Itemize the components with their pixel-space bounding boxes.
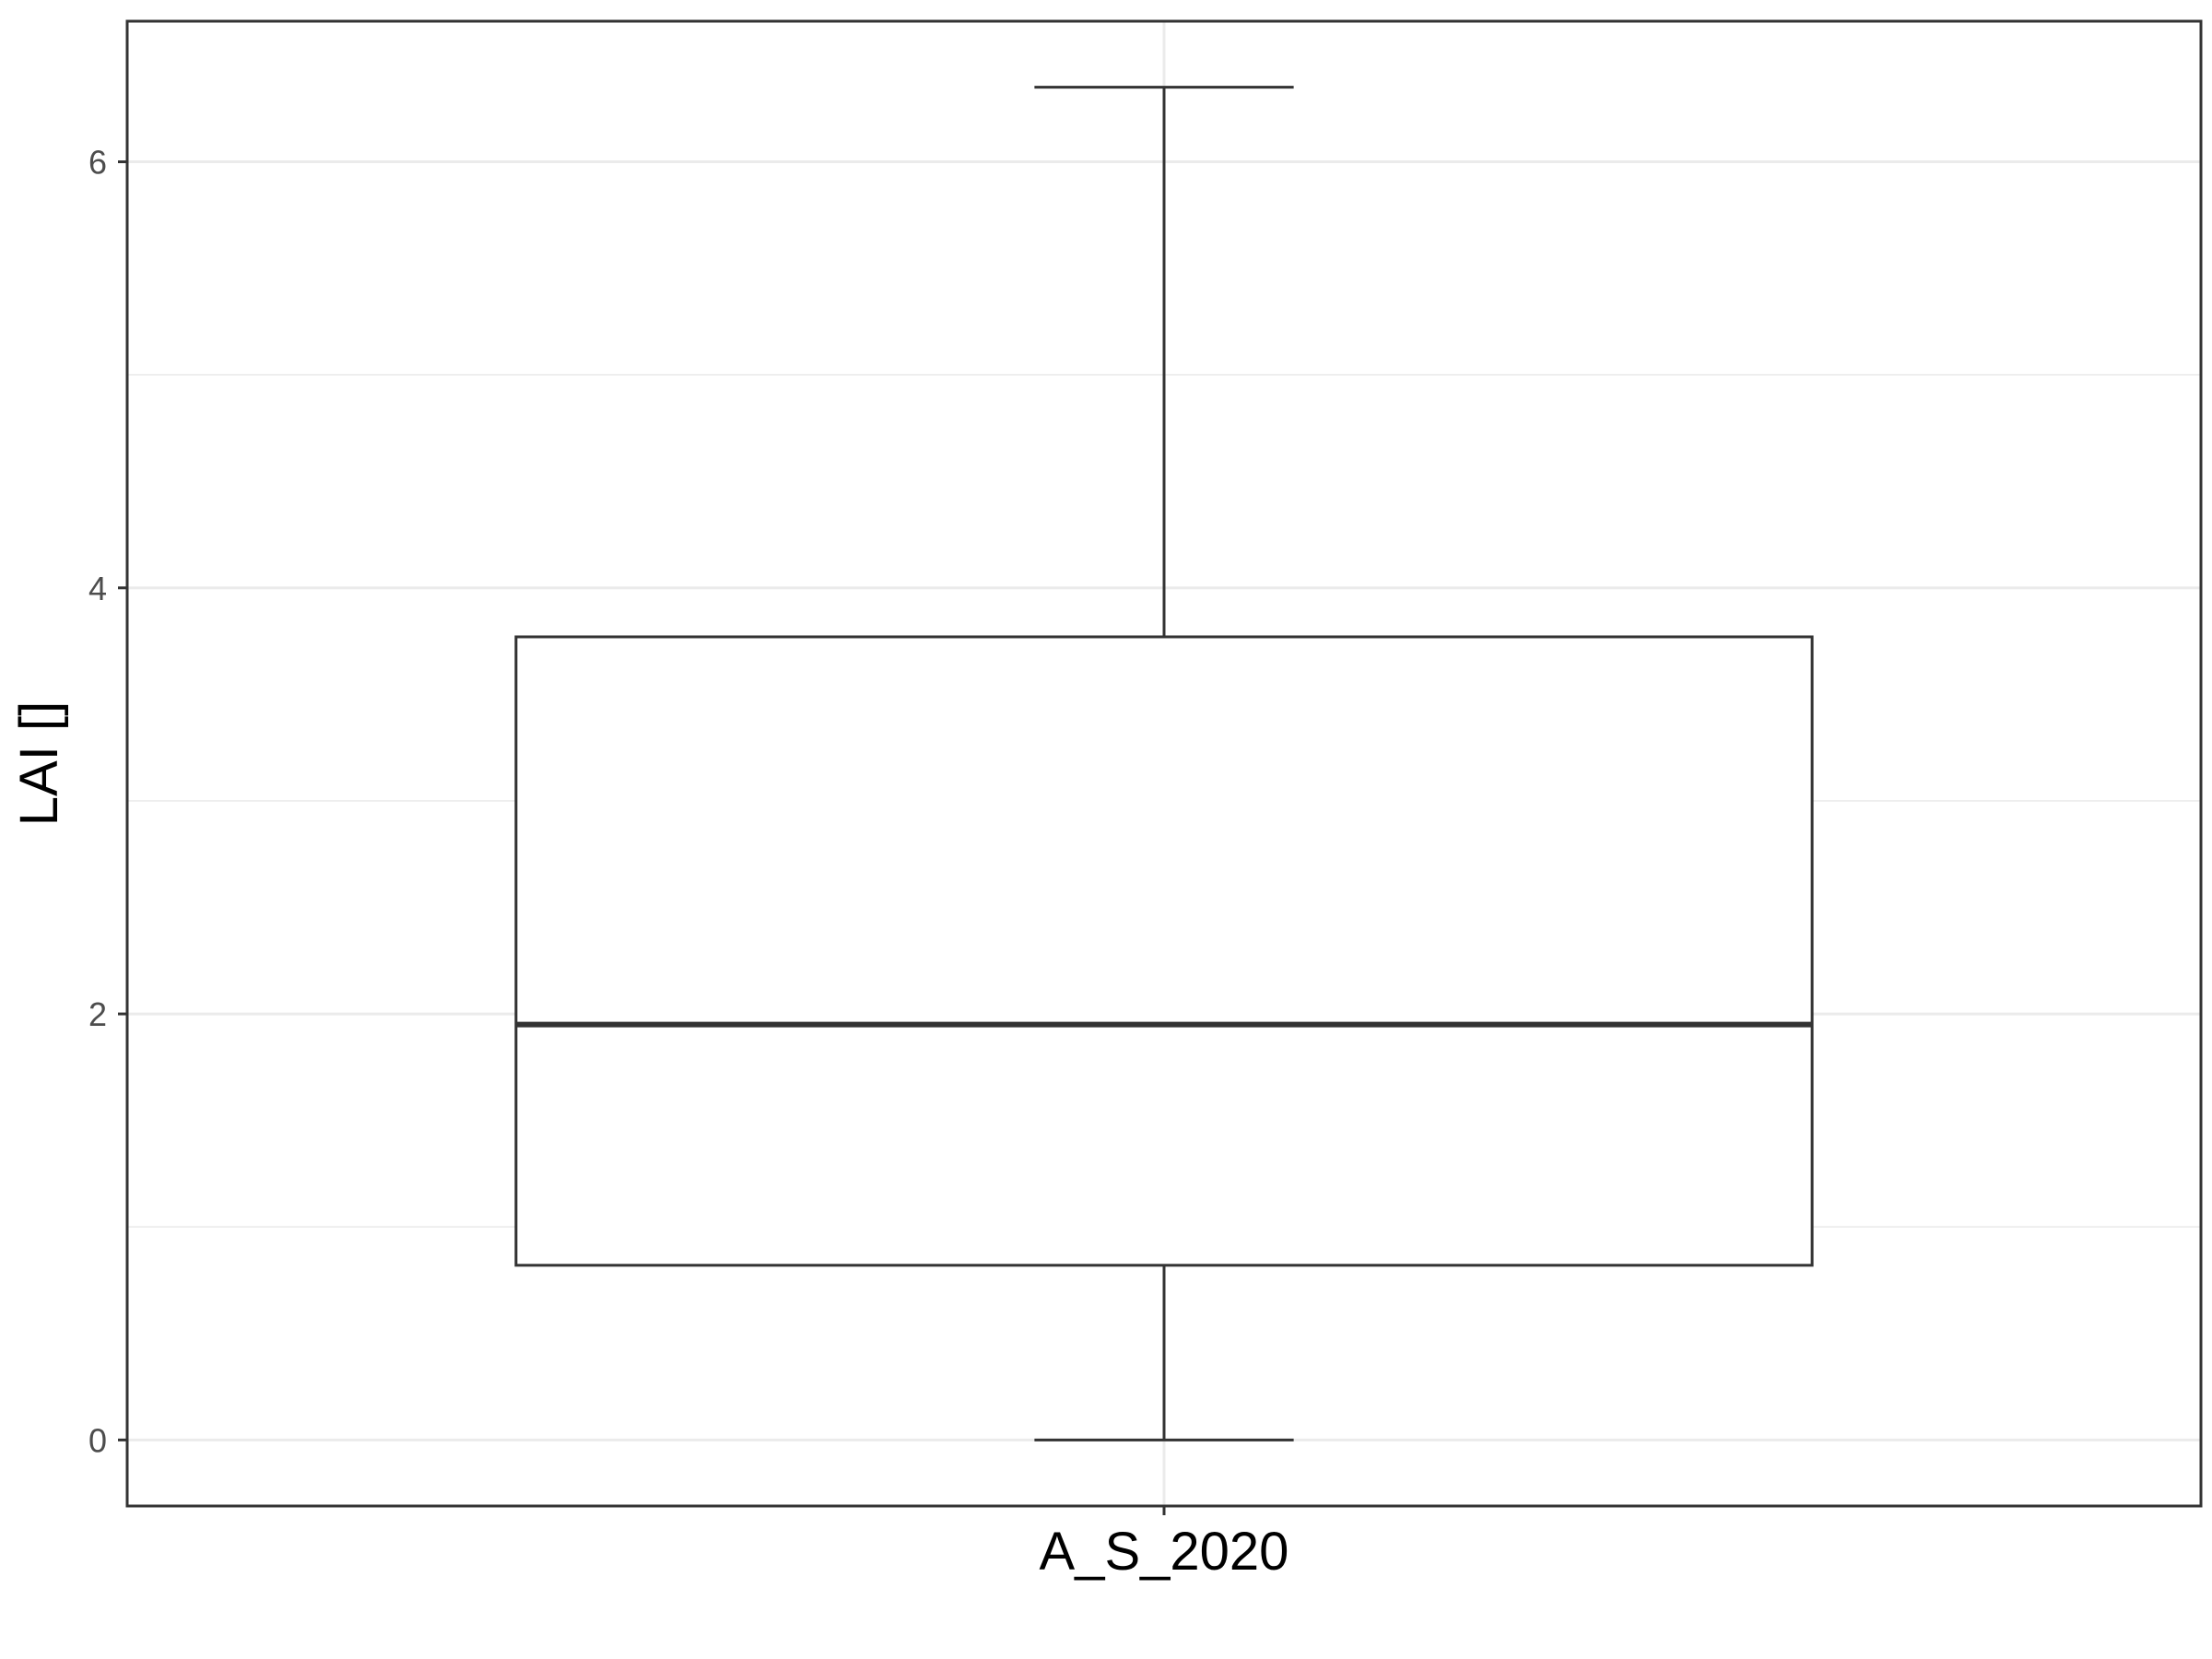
y-axis-title: LAI [] [9, 701, 69, 826]
x-tick-label: A_S_2020 [1040, 1522, 1289, 1582]
y-tick-label: 4 [88, 570, 107, 607]
y-tick-label: 6 [88, 144, 107, 182]
panel-border [125, 19, 2203, 1508]
y-tick-label: 0 [88, 1421, 107, 1459]
box-A_S_2020 [514, 86, 1814, 1441]
box-layer [514, 86, 1814, 1441]
axis-layer: 0 2 4 6 A_S_2020 [88, 144, 1288, 1582]
interquartile-box [514, 635, 1814, 1267]
y-tick-label: 2 [88, 995, 107, 1033]
